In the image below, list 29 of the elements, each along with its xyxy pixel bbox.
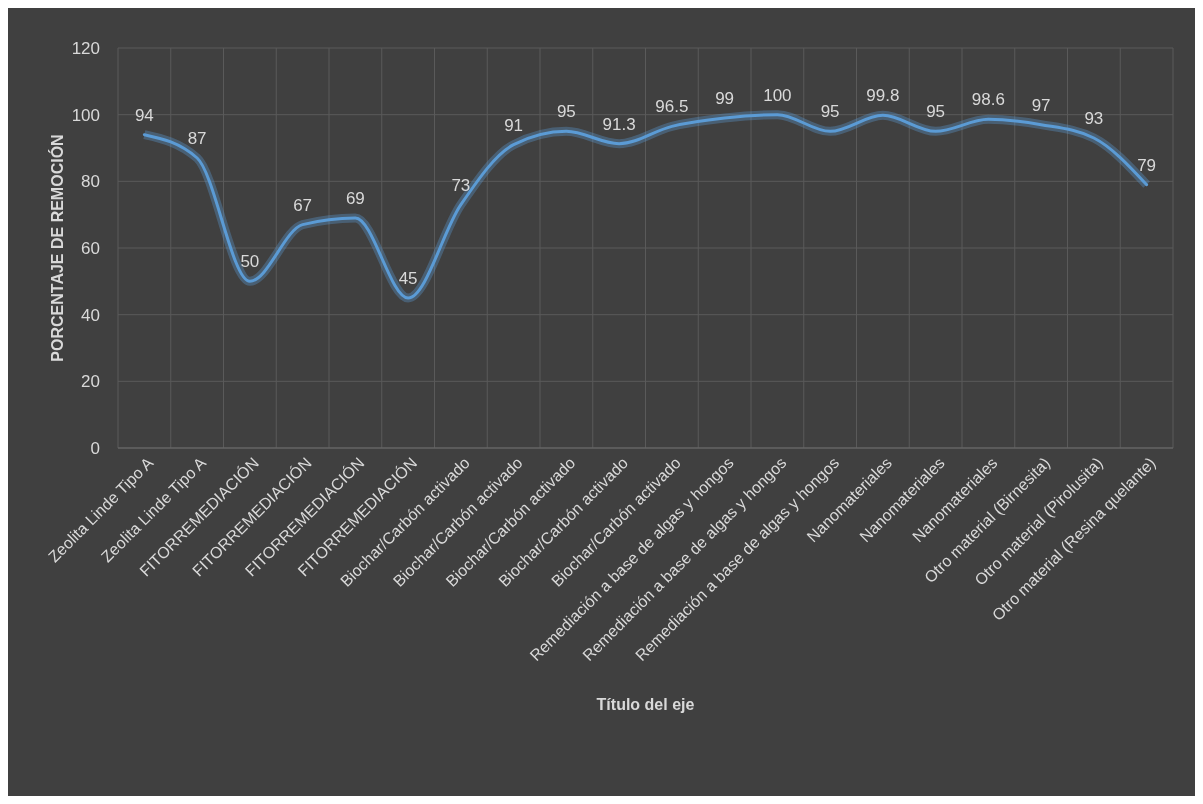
- data-label: 99: [715, 89, 735, 108]
- data-label: 93: [1084, 109, 1104, 128]
- y-tick-label: 0: [90, 438, 100, 458]
- y-tick-label: 80: [81, 172, 100, 192]
- y-tick-label: 60: [81, 238, 100, 258]
- data-label: 87: [187, 129, 207, 148]
- data-label: 100: [763, 85, 792, 105]
- data-label: 50: [240, 252, 260, 272]
- data-label: 69: [345, 189, 365, 208]
- data-label: 91: [504, 115, 524, 135]
- x-axis-title: Título del eje: [596, 696, 695, 713]
- data-label: 67: [293, 195, 313, 215]
- data-label: 79: [1137, 155, 1157, 175]
- data-label: 45: [398, 269, 418, 288]
- data-label: 95: [820, 102, 840, 122]
- y-tick-label: 100: [71, 105, 100, 125]
- data-label: 96.5: [655, 97, 689, 117]
- y-tick-label: 40: [81, 305, 100, 325]
- y-tick-label: 20: [81, 372, 100, 392]
- y-axis-title: PORCENTAJE DE REMOCIÓN: [48, 134, 66, 362]
- data-label: 95: [556, 102, 576, 122]
- data-label: 97: [1031, 95, 1051, 115]
- data-label: 98.6: [971, 90, 1005, 110]
- data-label: 99.8: [866, 86, 900, 106]
- y-tick-label: 120: [71, 38, 100, 58]
- data-label: 94: [134, 105, 154, 125]
- data-label: 73: [451, 175, 471, 195]
- data-label: 95: [926, 102, 946, 122]
- data-label: 91.3: [602, 114, 636, 134]
